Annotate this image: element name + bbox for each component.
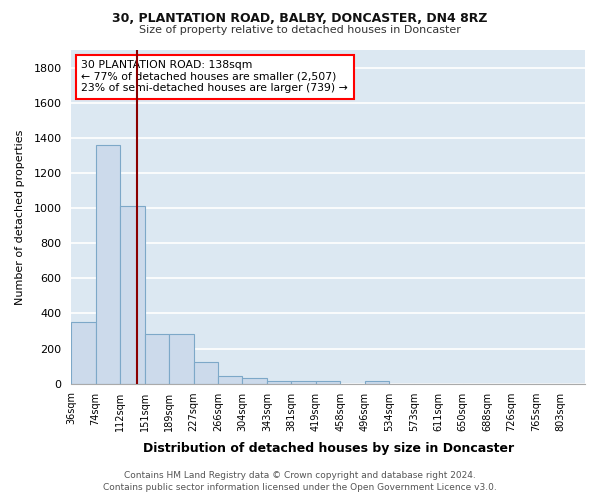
Bar <box>71 322 95 384</box>
Bar <box>120 206 145 384</box>
Bar <box>218 376 242 384</box>
Text: 30, PLANTATION ROAD, BALBY, DONCASTER, DN4 8RZ: 30, PLANTATION ROAD, BALBY, DONCASTER, D… <box>112 12 488 26</box>
Bar <box>194 362 218 384</box>
Bar <box>145 334 169 384</box>
Text: Contains HM Land Registry data © Crown copyright and database right 2024.
Contai: Contains HM Land Registry data © Crown c… <box>103 471 497 492</box>
Bar <box>292 381 316 384</box>
Text: 30 PLANTATION ROAD: 138sqm
← 77% of detached houses are smaller (2,507)
23% of s: 30 PLANTATION ROAD: 138sqm ← 77% of deta… <box>82 60 348 93</box>
Bar <box>169 334 194 384</box>
Y-axis label: Number of detached properties: Number of detached properties <box>15 129 25 304</box>
Bar <box>365 380 389 384</box>
Bar <box>267 380 292 384</box>
Bar <box>95 145 120 384</box>
X-axis label: Distribution of detached houses by size in Doncaster: Distribution of detached houses by size … <box>143 442 514 455</box>
Text: Size of property relative to detached houses in Doncaster: Size of property relative to detached ho… <box>139 25 461 35</box>
Bar <box>242 378 267 384</box>
Bar <box>316 381 340 384</box>
